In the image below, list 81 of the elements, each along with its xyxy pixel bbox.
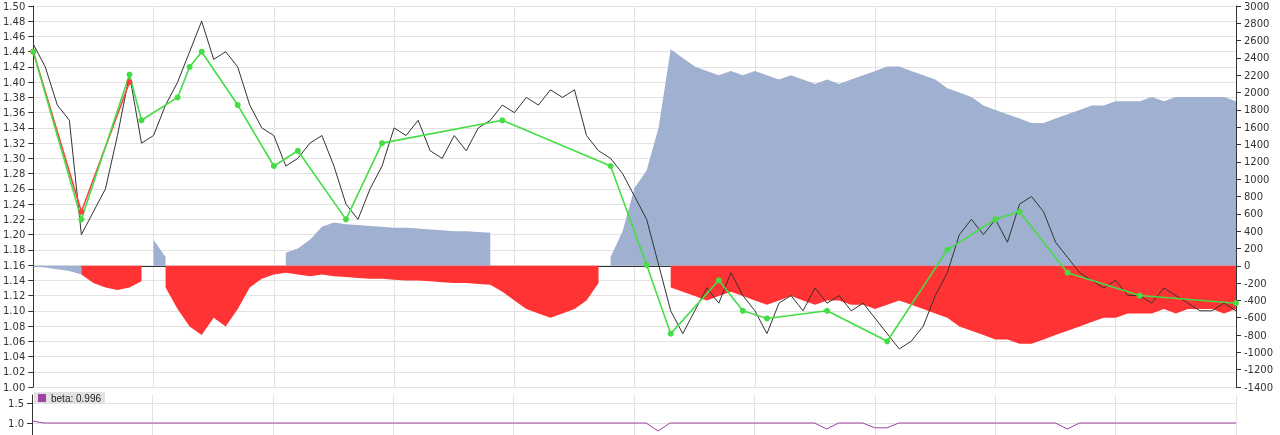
y2-tick-label: 800 bbox=[1244, 191, 1264, 202]
y2-tick-label: -400 bbox=[1244, 294, 1267, 306]
y-tick-label: 1.34 bbox=[3, 122, 26, 134]
y2-tick-label: 400 bbox=[1244, 225, 1264, 237]
y-tick-label: 1.00 bbox=[3, 381, 26, 393]
y2-tick-label: -200 bbox=[1244, 277, 1267, 289]
y2-tick-label: 1200 bbox=[1244, 156, 1270, 168]
y-tick-label: 1.40 bbox=[3, 76, 26, 88]
y2-tick-label: 600 bbox=[1244, 208, 1264, 220]
y-tick-label: 1.42 bbox=[3, 61, 26, 73]
line-series bbox=[31, 420, 1237, 432]
y-tick-label: 1.28 bbox=[3, 168, 26, 180]
y-tick-label: 1.04 bbox=[3, 351, 26, 363]
point bbox=[1233, 300, 1239, 307]
y2-tick-label: -1200 bbox=[1244, 364, 1274, 376]
y2-tick-label: 1000 bbox=[1244, 173, 1270, 185]
y-tick-label: 1.0 bbox=[8, 417, 24, 429]
y-tick-label: 1.32 bbox=[3, 137, 26, 149]
y2-tick-label: 200 bbox=[1244, 242, 1264, 254]
y-tick-label: 1.12 bbox=[3, 290, 26, 302]
y-tick-label: 1.18 bbox=[3, 244, 26, 256]
point bbox=[126, 71, 133, 78]
y-tick-label: 1.44 bbox=[3, 46, 26, 58]
point bbox=[992, 216, 999, 223]
point bbox=[186, 63, 193, 70]
point bbox=[499, 117, 506, 124]
y2-tick-label: 0 bbox=[1244, 260, 1251, 272]
y2-tick-label: 2200 bbox=[1244, 69, 1270, 81]
y-tick-label: 1.5 bbox=[8, 397, 24, 409]
point bbox=[198, 48, 205, 55]
point bbox=[944, 246, 951, 253]
point bbox=[126, 79, 133, 86]
y2-tick-label: 3000 bbox=[1244, 0, 1270, 12]
y-tick-label: 1.46 bbox=[3, 30, 26, 42]
point bbox=[174, 94, 181, 101]
y2-tick-label: 2800 bbox=[1244, 17, 1270, 29]
y-tick-label: 1.16 bbox=[3, 259, 26, 271]
y-tick-label: 1.50 bbox=[3, 0, 26, 12]
y-tick-label: 1.30 bbox=[3, 152, 26, 164]
point bbox=[667, 330, 674, 337]
point bbox=[643, 262, 650, 269]
y2-tick-label: -800 bbox=[1244, 329, 1267, 341]
point bbox=[884, 338, 891, 345]
point bbox=[270, 163, 277, 170]
point bbox=[715, 277, 722, 284]
point bbox=[607, 163, 614, 170]
y-tick-label: 1.48 bbox=[3, 15, 26, 27]
point bbox=[294, 147, 301, 154]
y-tick-label: 1.22 bbox=[3, 213, 26, 225]
y2-tick-label: -600 bbox=[1244, 312, 1267, 324]
y2-tick-label: 1600 bbox=[1244, 121, 1270, 133]
point bbox=[78, 216, 85, 223]
y2-tick-label: -1000 bbox=[1244, 346, 1274, 358]
point bbox=[739, 307, 746, 314]
y-tick-label: 1.10 bbox=[3, 305, 26, 317]
point bbox=[234, 102, 241, 109]
point bbox=[379, 140, 386, 147]
y2-tick-label: 2600 bbox=[1244, 35, 1270, 47]
legend-label: beta: 0.996 bbox=[51, 392, 102, 404]
y-tick-label: 1.38 bbox=[3, 91, 26, 103]
point bbox=[824, 307, 831, 314]
y-tick-label: 1.02 bbox=[3, 366, 26, 378]
y-tick-label: 1.06 bbox=[3, 335, 26, 347]
y2-tick-label: 2000 bbox=[1244, 87, 1270, 99]
point bbox=[1064, 269, 1071, 276]
y2-tick-label: -1400 bbox=[1244, 381, 1274, 393]
point bbox=[1016, 208, 1023, 215]
y-tick-label: 1.20 bbox=[3, 229, 26, 241]
y-tick-label: 1.26 bbox=[3, 183, 26, 195]
point bbox=[78, 208, 85, 215]
y-tick-label: 1.08 bbox=[3, 320, 26, 332]
point bbox=[763, 315, 770, 322]
y2-tick-label: 1800 bbox=[1244, 104, 1270, 116]
y-tick-label: 1.36 bbox=[3, 107, 26, 119]
y2-tick-label: 1400 bbox=[1244, 139, 1270, 151]
point bbox=[1136, 292, 1143, 299]
point bbox=[342, 216, 349, 223]
y-tick-label: 1.14 bbox=[3, 274, 26, 286]
y-tick-label: 1.24 bbox=[3, 198, 26, 210]
point bbox=[138, 117, 145, 124]
y2-tick-label: 2400 bbox=[1244, 52, 1270, 64]
